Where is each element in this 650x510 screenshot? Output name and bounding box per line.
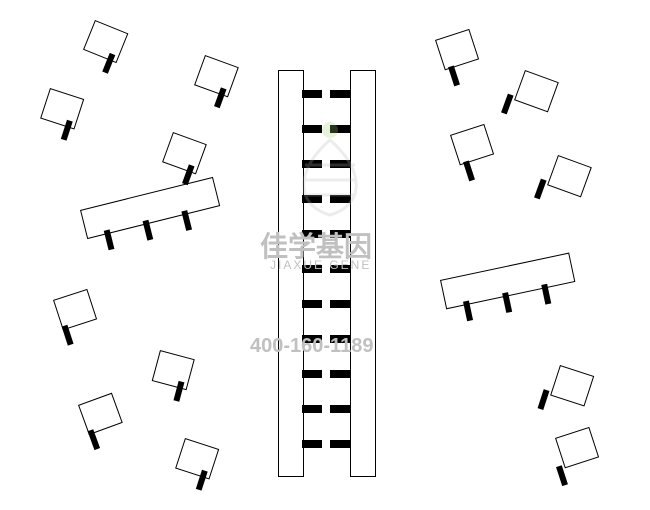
nucleotide-stick xyxy=(501,94,513,115)
dna-rung xyxy=(302,230,322,238)
nucleotide-stick xyxy=(62,325,74,346)
dna-rung xyxy=(330,370,350,378)
dna-rung xyxy=(330,335,350,343)
nucleotide-stick xyxy=(463,160,475,181)
dna-rung xyxy=(302,265,322,273)
dna-rung xyxy=(330,90,350,98)
nucleotide-square-icon xyxy=(547,155,592,197)
dna-rung xyxy=(302,90,322,98)
dna-rung xyxy=(330,405,350,413)
nucleotide-square-icon xyxy=(53,289,97,331)
nucleotide-square-icon xyxy=(152,350,195,390)
nucleotide-square-icon xyxy=(175,438,219,480)
dna-rung xyxy=(302,440,322,448)
nucleotide-stick xyxy=(556,465,568,486)
dna-rung xyxy=(302,405,322,413)
nucleotide-square-icon xyxy=(83,20,128,63)
dna-rung xyxy=(330,265,350,273)
dna-rung xyxy=(302,370,322,378)
dna-rung xyxy=(330,300,350,308)
nucleotide-stick xyxy=(88,429,100,450)
watermark-logo-icon xyxy=(285,110,375,220)
nucleotide-square-icon xyxy=(162,132,207,174)
diagram-canvas: 佳学基因 JIAXUE GENE 400-160-1189 xyxy=(0,0,650,510)
nucleotide-square-icon xyxy=(78,393,123,435)
dna-rung xyxy=(330,440,350,448)
nucleotide-square-icon xyxy=(40,88,84,130)
dna-rung xyxy=(302,300,322,308)
nucleotide-square-icon xyxy=(194,55,239,97)
nucleotide-square-icon xyxy=(435,29,479,71)
nucleotide-stick xyxy=(534,179,546,200)
nucleotide-square-icon xyxy=(550,365,594,407)
nucleotide-square-icon xyxy=(555,427,599,469)
nucleotide-stick xyxy=(538,389,550,410)
dna-rung xyxy=(330,230,350,238)
nucleotide-square-icon xyxy=(514,70,559,112)
nucleotide-square-icon xyxy=(450,124,494,166)
nucleotide-stick xyxy=(448,65,460,86)
dna-rung xyxy=(302,335,322,343)
